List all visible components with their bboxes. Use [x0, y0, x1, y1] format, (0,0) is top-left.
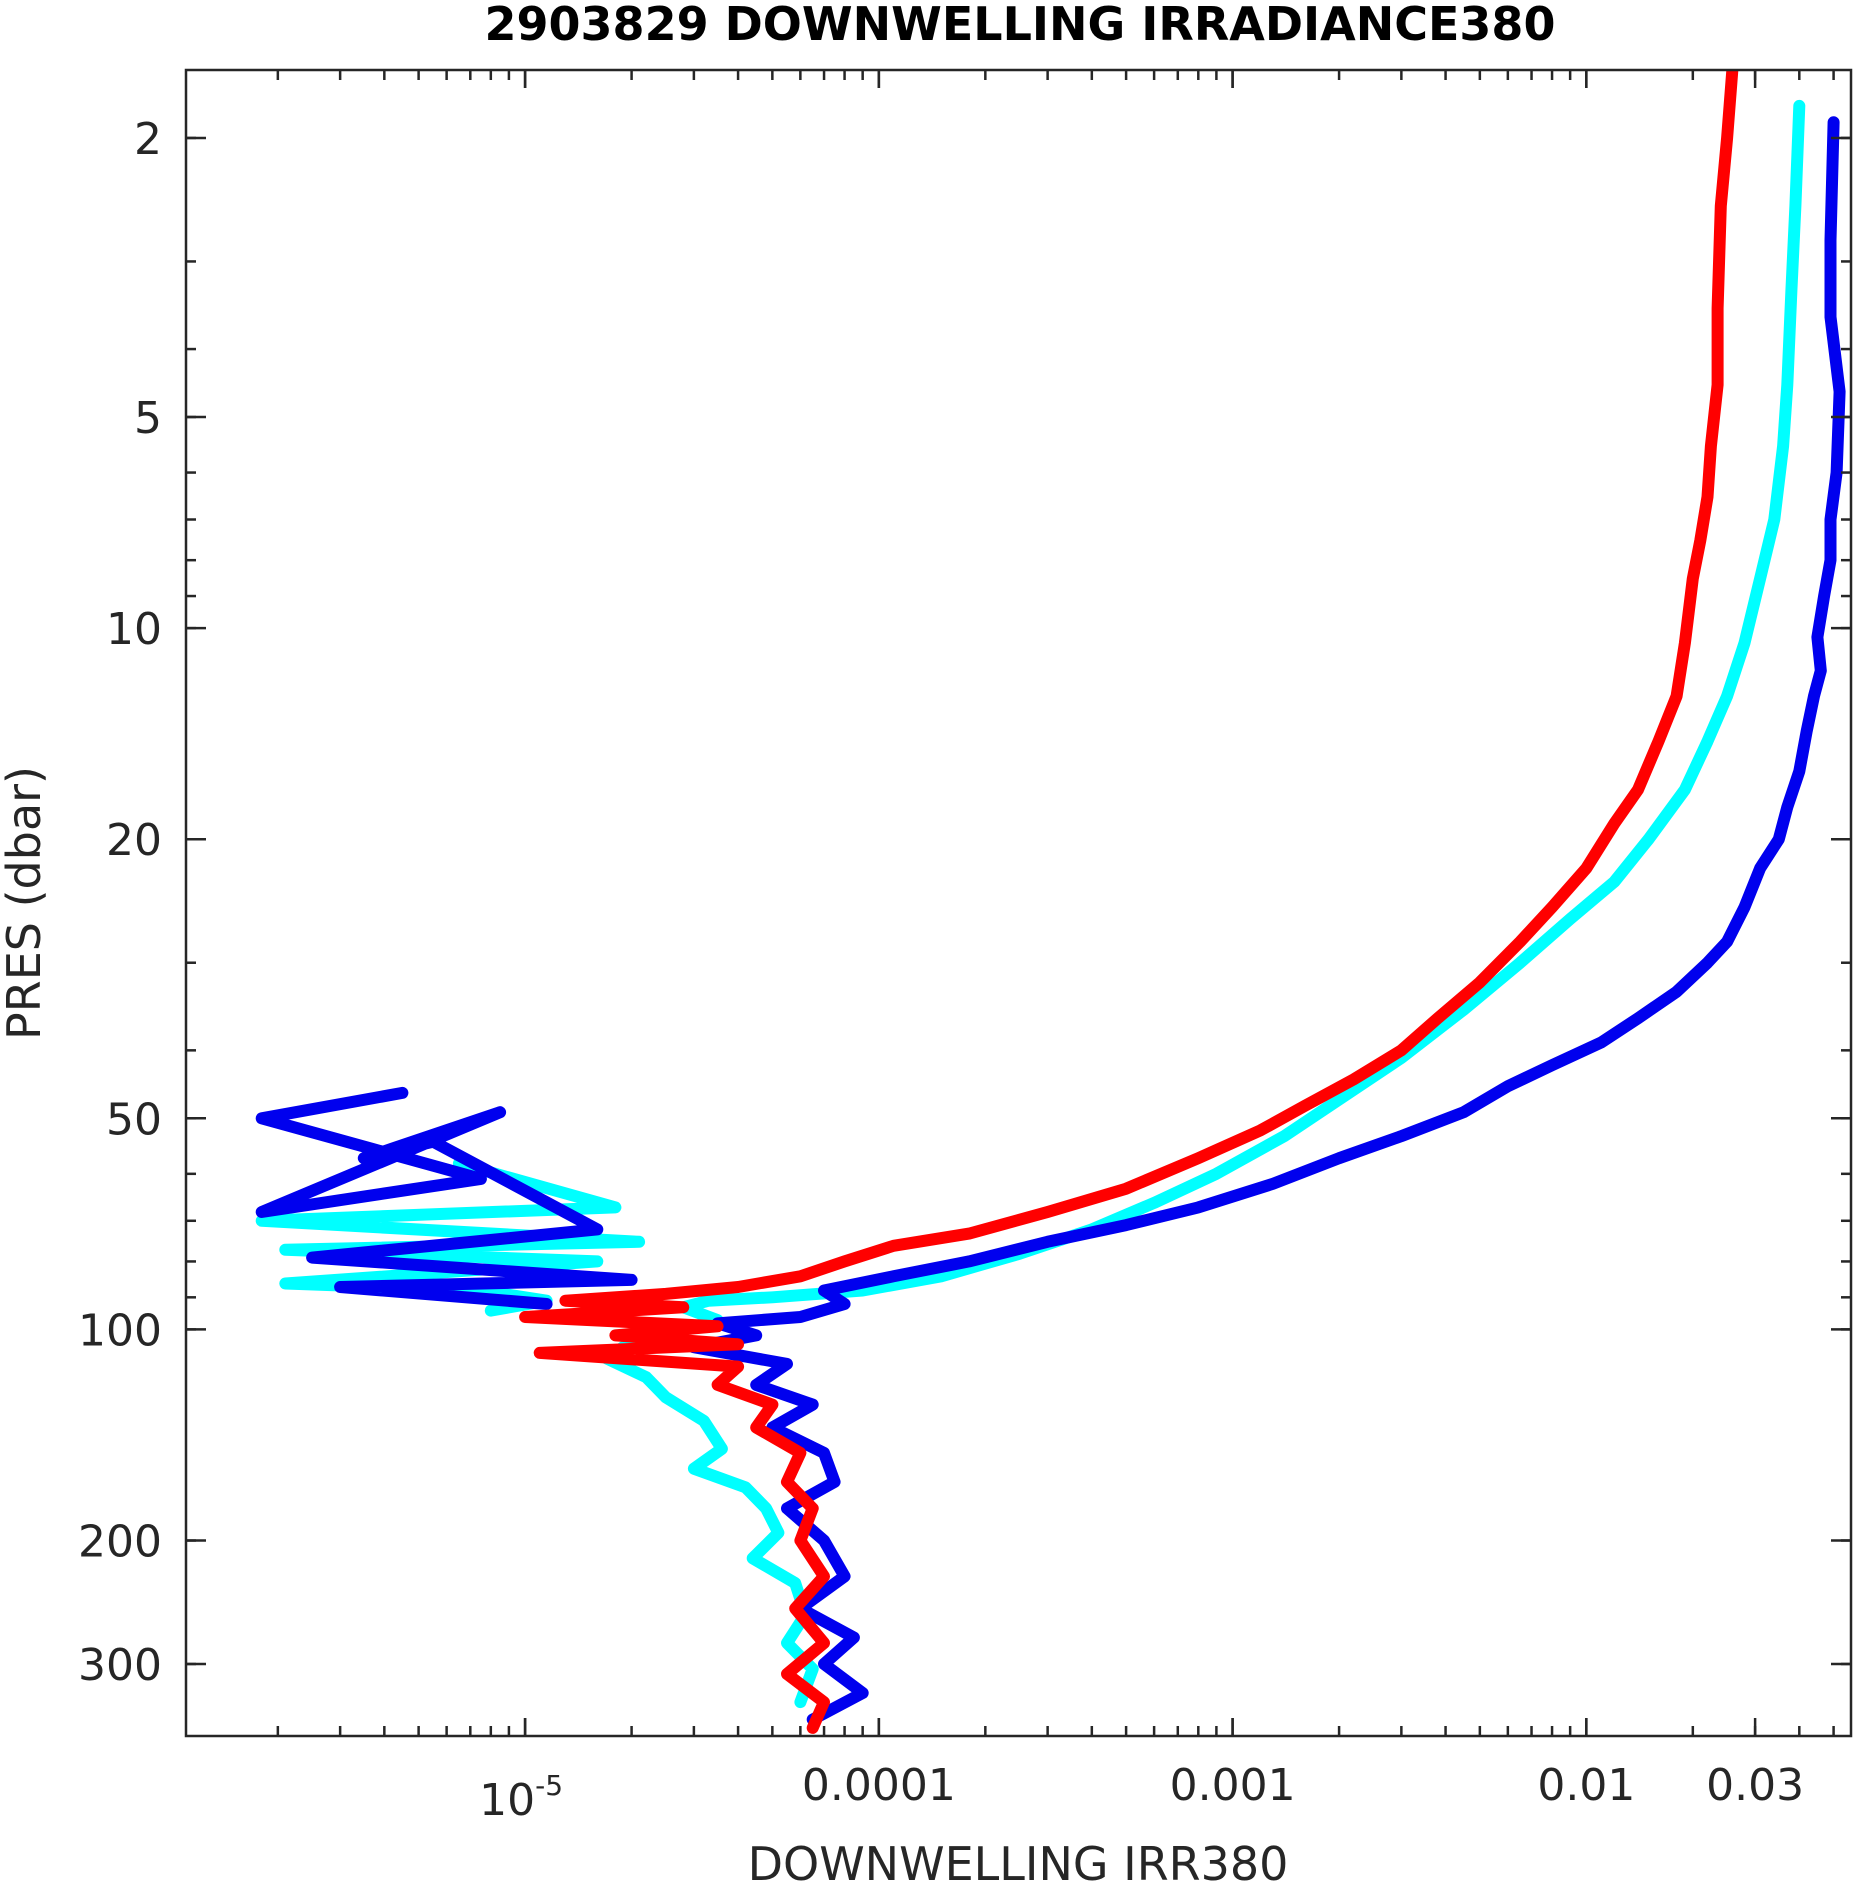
x-tick-label: 0.01 — [1537, 1760, 1635, 1811]
x-tick-label: 0.001 — [1170, 1760, 1296, 1811]
y-tick-label: 20 — [106, 815, 162, 866]
y-tick-label: 200 — [78, 1517, 162, 1568]
y-tick-label: 300 — [78, 1640, 162, 1691]
series-line-1 — [687, 116, 1846, 1726]
series-line-0 — [600, 99, 1806, 1709]
plot-area — [255, 70, 1846, 1734]
y-tick-label: 50 — [106, 1094, 162, 1145]
y-tick-label: 100 — [78, 1305, 162, 1356]
series-line-2 — [519, 70, 1739, 1734]
x-tick-label: 10-5 — [479, 1769, 563, 1826]
series-line-1-noise — [255, 1086, 638, 1310]
plot-frame — [184, 68, 1853, 1738]
y-tick-label: 10 — [106, 604, 162, 655]
x-tick-label: 0.0001 — [802, 1760, 956, 1811]
chart-title: 2903829 DOWNWELLING IRRADIANCE380 — [485, 0, 1556, 51]
x-axis-label: DOWNWELLING IRR380 — [748, 1837, 1289, 1891]
y-tick-label: 5 — [134, 393, 162, 444]
y-tick-label: 2 — [134, 114, 162, 165]
x-tick-label: 0.03 — [1706, 1760, 1804, 1811]
axis-ticks: 10-5 0.0001 0.001 0.01 0.03 2 5 10 20 50 100 200 300 — [78, 70, 1851, 1826]
y-axis-label: PRES (dbar) — [0, 766, 51, 1040]
